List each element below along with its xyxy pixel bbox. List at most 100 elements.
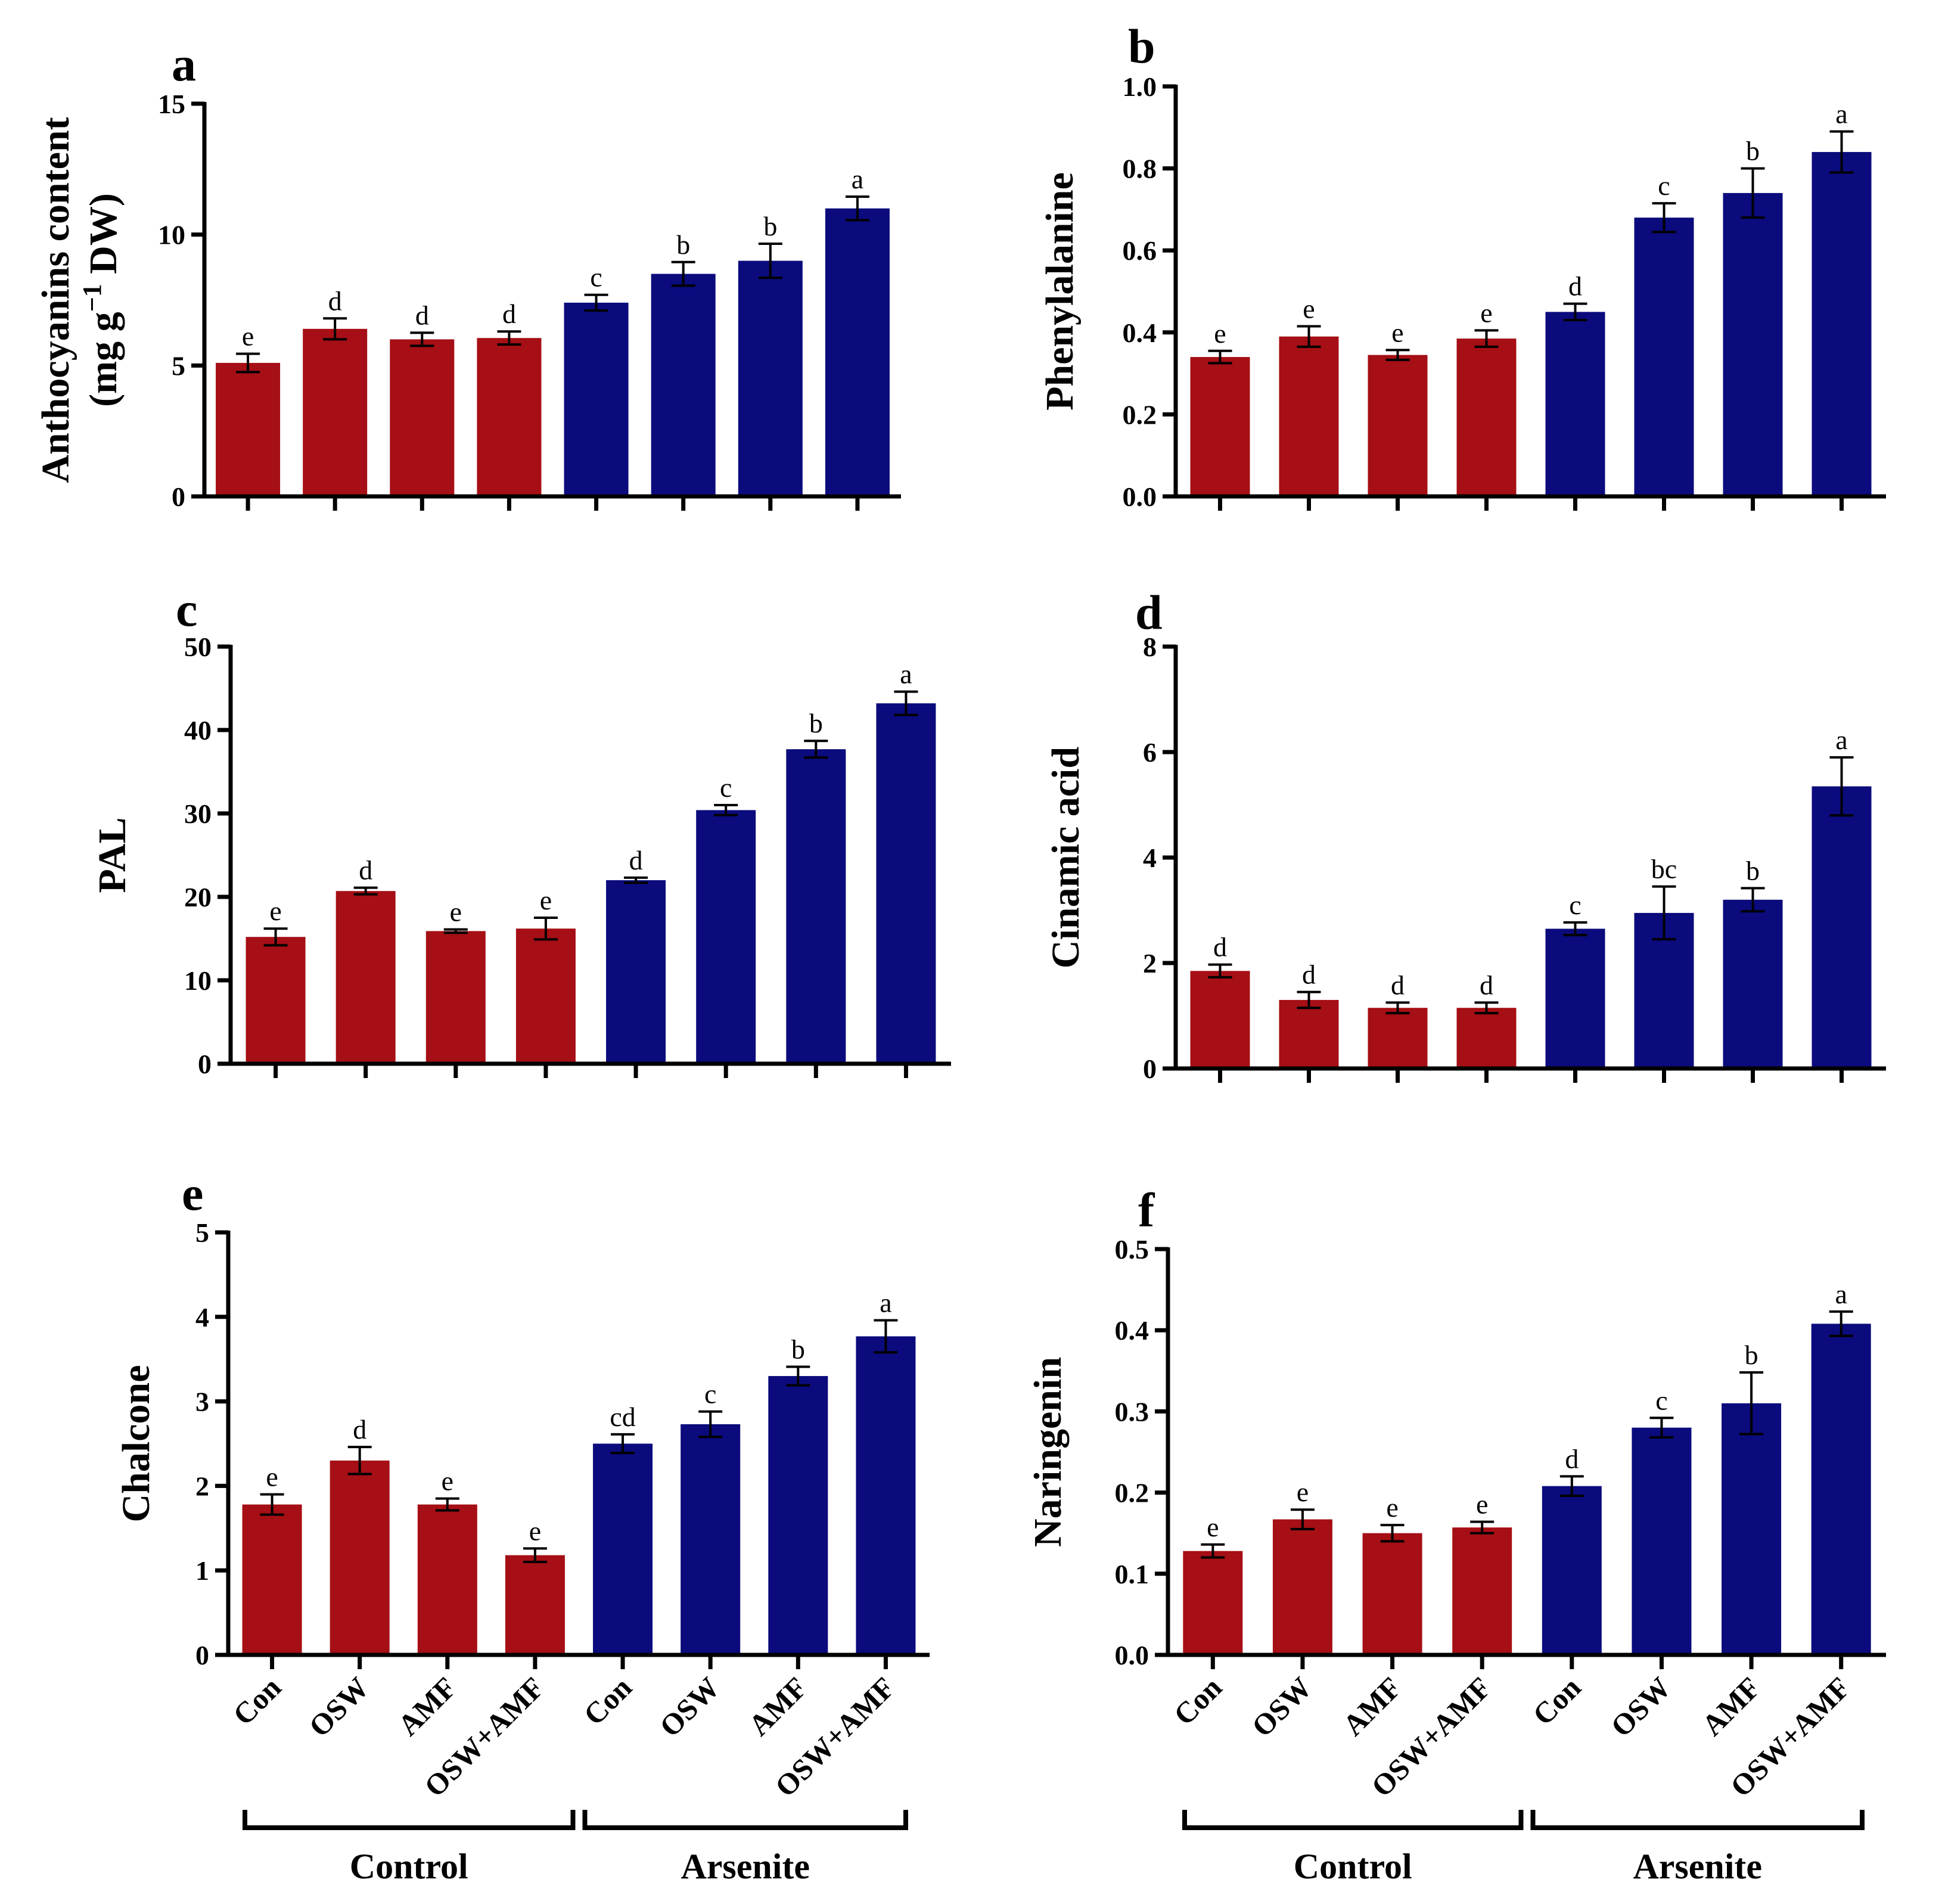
bar [1811, 1324, 1871, 1655]
y-tick-label: 15 [158, 89, 185, 119]
bar [1632, 1427, 1692, 1655]
y-tick-label: 8 [1143, 632, 1157, 662]
y-tick-label: 0.4 [1115, 1315, 1149, 1346]
y-tick-label: 20 [184, 882, 212, 912]
y-axis-unit: (mg g−1 DW) [77, 193, 125, 407]
y-tick-label: 0.0 [1123, 482, 1157, 512]
significance-letter: d [1568, 271, 1582, 302]
y-tick-label: 0.2 [1123, 399, 1157, 430]
y-tick-label: 0.2 [1115, 1478, 1149, 1508]
panel-letter: b [1128, 19, 1155, 73]
significance-letter: e [1303, 293, 1315, 324]
significance-letter: e [1386, 1492, 1398, 1523]
y-tick-label: 0.8 [1123, 154, 1157, 184]
significance-letter: d [1565, 1443, 1579, 1474]
bar [825, 208, 890, 496]
bar [1368, 355, 1428, 496]
significance-letter: a [1835, 99, 1847, 129]
significance-letter: b [676, 229, 690, 260]
bar [1279, 336, 1339, 496]
bar [1452, 1527, 1512, 1655]
bar [681, 1424, 741, 1655]
y-tick-label: 6 [1143, 737, 1157, 768]
significance-letter: e [540, 885, 552, 915]
significance-letter: e [1214, 318, 1226, 349]
significance-letter: c [704, 1379, 716, 1409]
y-tick-label: 2 [195, 1471, 209, 1501]
bar [246, 937, 306, 1064]
panel-letter: e [182, 1166, 203, 1220]
y-tick-label: 1.0 [1123, 72, 1157, 102]
bar [1723, 899, 1783, 1069]
y-tick-label: 3 [195, 1387, 209, 1417]
y-tick-label: 2 [1143, 948, 1157, 979]
y-tick-label: 0.3 [1115, 1396, 1149, 1427]
significance-letter: e [1480, 297, 1492, 328]
significance-letter: b [1745, 1340, 1758, 1370]
bar [242, 1504, 302, 1655]
bar [1812, 152, 1872, 496]
significance-letter: e [242, 321, 254, 352]
significance-letter: d [1391, 970, 1405, 1000]
significance-letter: e [1297, 1477, 1309, 1507]
group-label-control: Control [350, 1847, 468, 1886]
bar [1545, 928, 1605, 1069]
bar [1456, 1008, 1517, 1069]
bar [417, 1504, 477, 1655]
x-tick-label: AMF [742, 1670, 813, 1742]
y-tick-label: 10 [184, 965, 212, 996]
group-label-arsenite: Arsenite [681, 1847, 810, 1886]
y-tick-label: 0 [195, 1640, 209, 1670]
group-bracket-control [243, 1810, 576, 1830]
significance-letter: b [1746, 136, 1760, 166]
y-tick-label: 0 [1143, 1054, 1157, 1084]
bar [1190, 971, 1250, 1069]
panel-letter: c [176, 582, 197, 636]
y-tick-label: 0 [172, 482, 185, 512]
y-tick-label: 0.6 [1123, 235, 1157, 266]
x-tick-label: AMF [1336, 1670, 1408, 1742]
y-axis-label: Chalcone [114, 1365, 158, 1523]
bar [768, 1376, 828, 1655]
bar [651, 274, 716, 496]
significance-letter: e [442, 1466, 453, 1496]
bar [1723, 192, 1783, 496]
significance-letter: c [1655, 1385, 1667, 1415]
bar [1362, 1533, 1422, 1655]
y-tick-label: 0.5 [1115, 1234, 1149, 1265]
bar [1812, 786, 1872, 1069]
bar [876, 703, 936, 1064]
bar [477, 338, 542, 496]
x-tick-label: OSW [653, 1670, 726, 1743]
x-tick-label: Con [226, 1670, 288, 1732]
x-tick-label: Con [1526, 1670, 1587, 1732]
bar [1722, 1403, 1782, 1655]
y-tick-label: 4 [1143, 843, 1157, 873]
y-tick-label: 0.4 [1123, 318, 1157, 348]
significance-letter: bc [1651, 854, 1677, 884]
panel-letter: d [1135, 585, 1163, 639]
bar [1634, 218, 1694, 496]
significance-letter: d [502, 299, 516, 329]
significance-letter: d [1213, 932, 1227, 962]
y-tick-label: 40 [184, 715, 212, 746]
significance-letter: a [900, 659, 912, 689]
bar [856, 1336, 916, 1655]
y-tick-label: 5 [195, 1217, 209, 1248]
y-axis-label: Phenylalanine [1038, 172, 1082, 411]
x-tick-label: AMF [391, 1670, 462, 1742]
bar [1279, 999, 1339, 1069]
bar [1545, 312, 1605, 496]
significance-letter: c [590, 262, 602, 293]
bar [335, 891, 396, 1064]
panel-letter: f [1138, 1183, 1155, 1237]
significance-letter: d [1302, 959, 1316, 990]
x-tick-label: OSW [1604, 1670, 1677, 1743]
significance-letter: b [809, 708, 823, 738]
significance-letter: a [1835, 1279, 1847, 1309]
y-axis-label: Cinamic acid [1044, 747, 1088, 968]
bar [1368, 1008, 1428, 1069]
